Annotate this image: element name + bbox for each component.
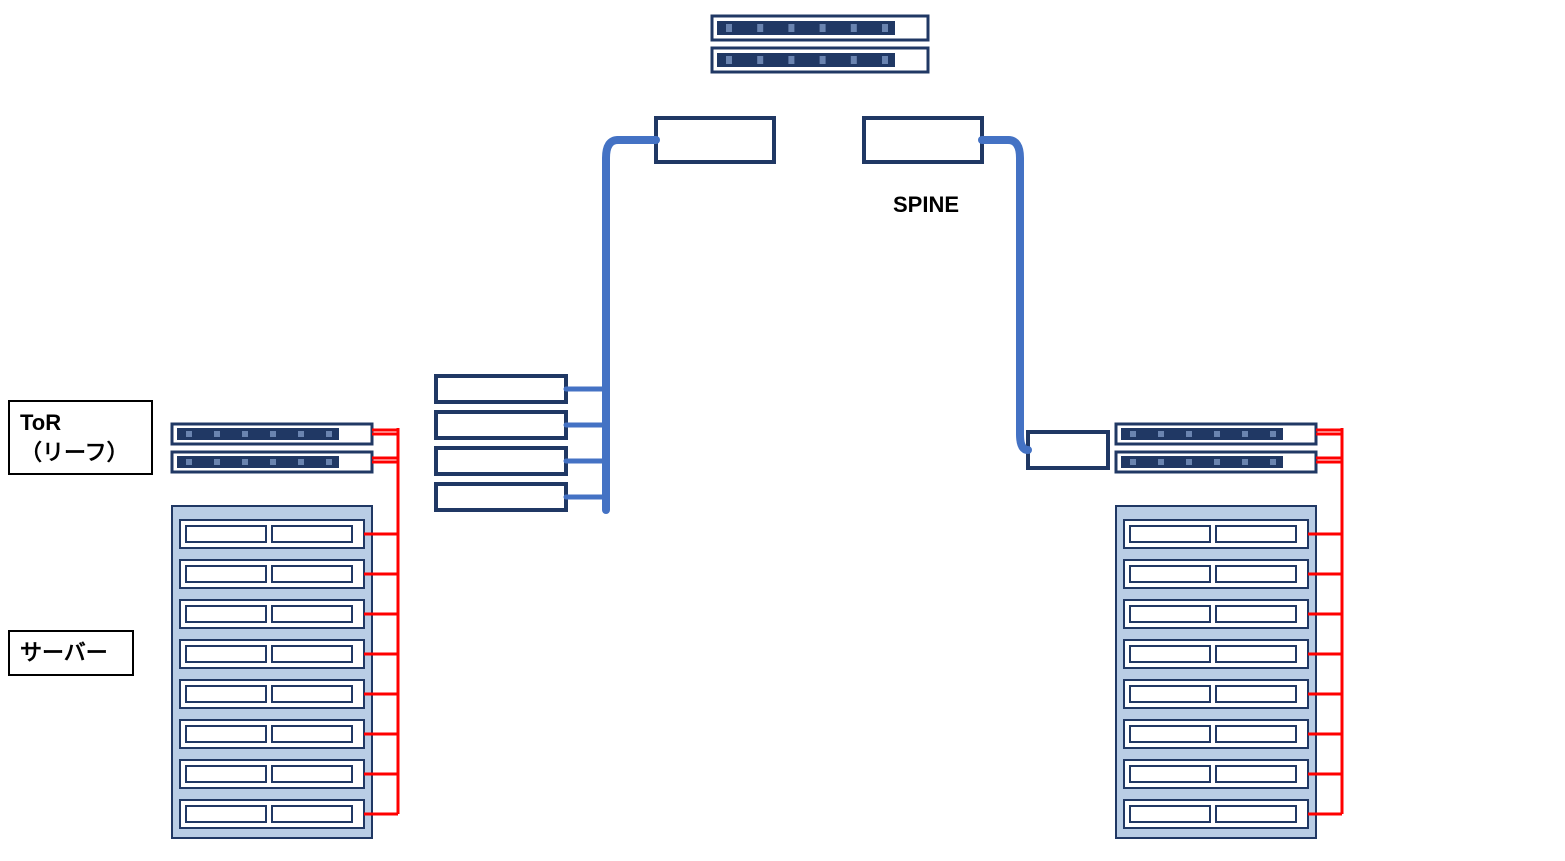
network-diagram xyxy=(0,0,1565,861)
server-label-box: サーバー xyxy=(8,630,134,676)
server-label-text: サーバー xyxy=(20,640,108,665)
tor-label-line2: （リーフ） xyxy=(20,438,141,468)
tor-label-line1: ToR xyxy=(20,408,141,438)
tor-label-box: ToR （リーフ） xyxy=(8,400,153,475)
spine-text: SPINE xyxy=(893,192,959,218)
